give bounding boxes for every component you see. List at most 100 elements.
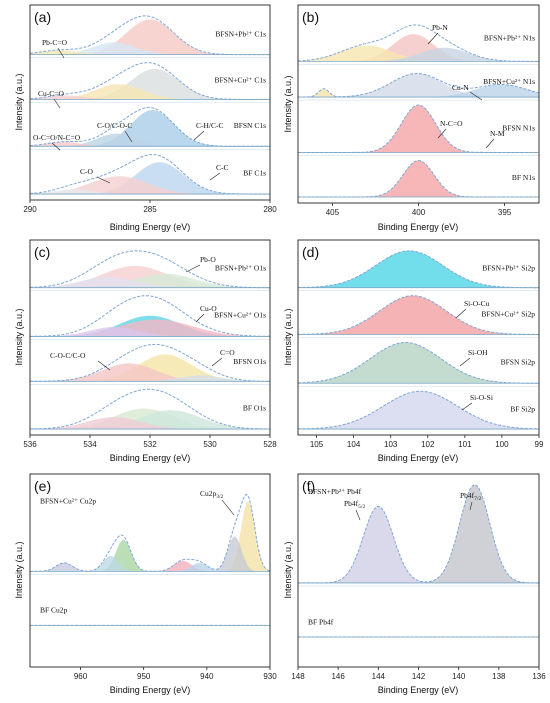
annotation-pb4f7-2: Pb4f7/2 <box>460 491 481 502</box>
panel-c-ylabel: Intensity (a.u.) <box>14 308 24 365</box>
xtick-label-f-1: 146 <box>331 672 345 681</box>
panel-e-frame <box>29 473 271 668</box>
peak-a-1-0 <box>30 68 270 100</box>
arrow-n-c-o <box>437 128 447 139</box>
annotation-cu-o: Cu-O <box>200 304 217 313</box>
trace-label-d-1: BFSN+Cu²⁺ Si2p <box>481 309 535 318</box>
panel-f-ylabel: Intensity (a.u.) <box>283 541 293 598</box>
peak-a-0-1 <box>30 42 270 55</box>
annotation-n-m: N-M <box>490 129 505 138</box>
arrow-pb-c-o <box>57 47 65 59</box>
panel-b: BFSN+Pb²⁺ N1s BFSN+Cu²⁺ N1s BFSN N1s BF N1s… <box>283 4 540 232</box>
xtick-label-e-2: 940 <box>200 672 214 681</box>
xtick-label-c-1: 534 <box>83 440 97 449</box>
peak-a-1-1 <box>30 84 270 100</box>
xtick-label-a-0: 290 <box>23 205 37 214</box>
panel-a-ylabel: Intensity (a.u.) <box>14 73 24 130</box>
panel-f-xlabel: Binding Energy (eV) <box>378 685 459 695</box>
peak-b-3-0 <box>298 160 539 197</box>
xtick-label-f-0: 148 <box>291 672 305 681</box>
arrow-n-m <box>485 138 495 149</box>
xtick-label-c-2: 532 <box>143 440 157 449</box>
annotation-pb-o: Pb-O <box>200 255 216 264</box>
panel-b-plot: BFSN+Pb²⁺ N1s BFSN+Cu²⁺ N1s BFSN N1s BF N1s <box>298 24 540 198</box>
annotation-pb-n: Pb-N <box>432 23 448 32</box>
peak-a-3-0 <box>30 162 270 195</box>
xtick-label-f-2: 144 <box>372 672 386 681</box>
annotation-c-h-c-c: C-H/C-C <box>196 121 224 130</box>
peak-e-0-5 <box>30 562 270 572</box>
arrow-c-c <box>209 172 221 181</box>
trace-label-c-3: BF O1s <box>243 404 266 413</box>
panel-e-ticks: 960 950 940 930 <box>74 667 277 681</box>
peak-a-2-0 <box>30 110 270 147</box>
trace-label-f-1: BF Pb4f <box>308 617 334 626</box>
arrow-cu-n <box>469 91 483 101</box>
peak-c-2-0 <box>30 354 270 382</box>
annotation-si-o-si: Si-O-Si <box>470 393 493 402</box>
peak-b-0-1 <box>298 45 539 62</box>
panel-e-ylabel: Intensity (a.u.) <box>14 541 24 598</box>
envelope-d-2 <box>297 342 539 384</box>
envelope-c-2 <box>30 343 271 382</box>
xtick-label-d-5: 100 <box>495 440 509 449</box>
panel-e-xlabel: Binding Energy (eV) <box>110 685 191 695</box>
arrow-pb4f5-2 <box>355 509 361 521</box>
peak-a-3-2 <box>30 189 270 195</box>
panel-d-frame <box>297 239 540 436</box>
trace-label-e-1: BF Cu2p <box>40 606 68 615</box>
arrow-cu-o <box>195 313 205 323</box>
peak-c-1-2 <box>30 327 270 337</box>
xtick-label-d-2: 103 <box>384 440 398 449</box>
annotation-c-o-c-c-o: C-O-C/C-O <box>50 351 86 360</box>
xtick-label-c-0: 536 <box>23 440 37 449</box>
panel-e-label: (e) <box>34 478 51 494</box>
peak-b-1-1 <box>298 84 539 97</box>
trace-label-c-0: BFSN+Pb²⁺ O1s <box>215 264 266 273</box>
xtick-label-c-4: 528 <box>263 440 277 449</box>
xtick-label-e-1: 950 <box>137 672 151 681</box>
panel-a: BFSN+Pb²⁺ C1s BFSN+Cu²⁺ C1s BFSN C1s BF C1s… <box>14 4 277 232</box>
peak-b-0-0 <box>298 34 539 62</box>
peak-a-1-2 <box>30 95 270 100</box>
xtick-label-e-3: 930 <box>263 672 277 681</box>
panel-c-xlabel: Binding Energy (eV) <box>110 453 191 463</box>
envelope-d-3 <box>298 390 539 430</box>
peak-a-3-1 <box>30 176 270 195</box>
envelope-b-0 <box>298 24 539 62</box>
xtick-label-f-3: 142 <box>412 672 426 681</box>
annotation-c-c: C-C <box>216 163 229 172</box>
trace-label-e-0: BFSN+Cu²⁺ Cu2p <box>40 496 96 505</box>
panel-d: BFSN+Pb²⁺ Si2p BFSN+Cu²⁺ Si2p BFSN Si2p BF … <box>283 239 544 463</box>
peak-b-0-2 <box>298 47 539 62</box>
peak-b-1-2 <box>298 88 539 97</box>
panel-e: BFSN+Cu²⁺ Cu2p BF Cu2p (e) Cu2p3/2 960 950… <box>14 473 277 695</box>
peak-c-0-1 <box>30 273 270 288</box>
trace-label-a-0: BFSN+Pb²⁺ C1s <box>215 30 266 39</box>
peak-c-0-2 <box>30 276 270 288</box>
peak-a-0-2 <box>30 50 270 55</box>
panel-f-plot: BFSN+Pb²⁺ Pb4f BF Pb4f <box>298 484 539 638</box>
panel-c: BFSN+Pb²⁺ O1s BFSN+Cu²⁺ O1s BFSN O1s BF O1s… <box>14 239 277 463</box>
panel-a-ticks: 290 285 280 <box>23 200 277 214</box>
annotation-si-o-cu: Si-O-Cu <box>464 299 490 308</box>
trace-label-d-0: BFSN+Pb²⁺ Si2p <box>482 264 535 273</box>
panel-c-ticks: 536 534 532 530 528 <box>23 435 277 449</box>
panel-f: BFSN+Pb²⁺ Pb4f BF Pb4f (f) Pb4f7/2 Pb4f5/… <box>283 473 546 695</box>
arrow-o-c-o <box>51 142 61 151</box>
envelope-b-1 <box>298 73 540 98</box>
peak-a-2-1 <box>30 133 270 147</box>
xtick-label-d-0: 105 <box>310 440 324 449</box>
xtick-label-d-4: 101 <box>458 440 472 449</box>
trace-label-c-2: BFSN O1s <box>233 357 266 366</box>
panel-b-ticks: 405 400 395 <box>326 203 512 217</box>
peak-c-3-2 <box>30 417 270 430</box>
arrow-si-o-si <box>461 402 473 411</box>
xtick-label-e-0: 960 <box>74 672 88 681</box>
xtick-label-b-1: 400 <box>412 208 426 217</box>
panel-e-plot: BFSN+Cu²⁺ Cu2p BF Cu2p <box>30 493 271 626</box>
panel-b-label: (b) <box>302 9 319 25</box>
trace-label-d-2: BFSN Si2p <box>501 357 536 366</box>
xtick-label-f-6: 136 <box>532 672 546 681</box>
annotation-o-c-o-n-c-o: O-C=O/N-C=O <box>33 133 81 142</box>
